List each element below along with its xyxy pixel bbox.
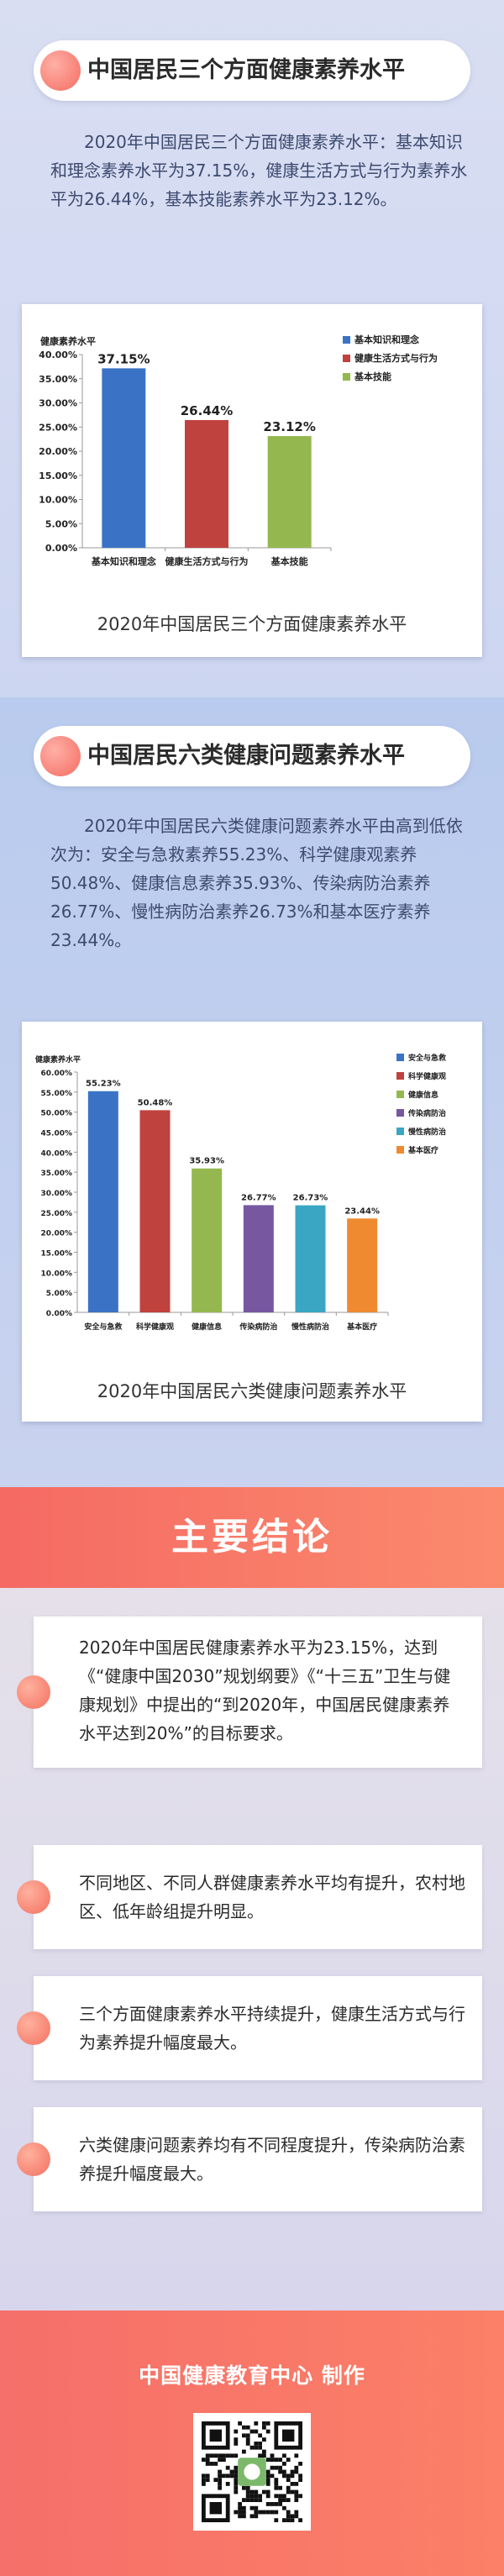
legend-label-4: 传染病防治: [407, 1108, 446, 1118]
chart1-svg: 健康素养水平 0.00% 5.00% 10.00% 15.00% 20.00% 25.00%…: [39, 334, 438, 567]
legend-swatch-1: [343, 336, 350, 344]
data-label-2: 26.44%: [181, 403, 233, 418]
legend-swatch-5: [396, 1128, 404, 1135]
y-tick-label: 40.00%: [39, 350, 77, 360]
legend-swatch-1: [396, 1054, 404, 1061]
conclusion-card-3: 三个方面健康素养水平持续提升，健康生活方式与行为素养提升幅度最大。: [17, 1976, 482, 2080]
y-tick-label: 5.00%: [46, 1290, 72, 1298]
data-label-2: 50.48%: [138, 1098, 173, 1107]
y-tick-label: 20.00%: [41, 1230, 73, 1238]
y-tick-label: 10.00%: [41, 1270, 73, 1278]
chart1-caption: 2020年中国居民三个方面健康素养水平: [97, 614, 407, 634]
conclusion-card-2: 不同地区、不同人群健康素养水平均有提升，农村地区、低年龄组提升明显。: [17, 1845, 482, 1949]
bar-6: [347, 1218, 378, 1312]
y-tick-label: 15.00%: [41, 1250, 73, 1259]
qr-code-icon: [193, 2413, 311, 2531]
legend-label-6: 基本医疗: [407, 1145, 438, 1155]
bullet-dot-icon: [17, 1675, 50, 1709]
conclusion-card-1: 2020年中国居民健康素养水平为23.15%，达到《“健康中国2030”规划纲要…: [17, 1617, 482, 1768]
data-label-4: 26.77%: [241, 1193, 276, 1202]
bullet-dot-icon: [40, 736, 81, 776]
y-axis-label: 健康素养水平: [35, 1054, 81, 1065]
y-tick-label: 30.00%: [41, 1190, 73, 1198]
bar-3: [267, 436, 312, 548]
legend-label-1: 安全与急救: [408, 1053, 447, 1063]
chart2-card: 健康素养水平 0.00% 5.00% 10.00% 15.00% 20.00% 25.00%…: [22, 1022, 482, 1422]
x-tick-label: 传染病防治: [239, 1322, 277, 1332]
conclusion-card-4: 六类健康问题素养均有不同程度提升，传染病防治素养提升幅度最大。: [17, 2107, 482, 2211]
x-tick-label: 安全与急救: [84, 1322, 123, 1332]
x-tick-label: 健康生活方式与行为: [165, 555, 249, 567]
bar-5: [295, 1205, 326, 1312]
y-tick-label: 45.00%: [41, 1130, 73, 1138]
y-tick-label: 60.00%: [41, 1070, 73, 1078]
legend-label-2: 健康生活方式与行为: [354, 352, 438, 364]
x-tick-label: 基本知识和理念: [91, 555, 157, 567]
conclusion-text-3: 三个方面健康素养水平持续提升，健康生活方式与行为素养提升幅度最大。: [79, 2004, 465, 2053]
data-label-6: 23.44%: [344, 1207, 380, 1216]
y-tick-label: 25.00%: [39, 422, 77, 433]
data-label-3: 35.93%: [189, 1157, 224, 1166]
conclusion-text-4: 六类健康问题素养均有不同程度提升，传染病防治素养提升幅度最大。: [79, 2135, 465, 2184]
legend-swatch-4: [396, 1109, 404, 1117]
y-tick-label: 35.00%: [41, 1170, 73, 1178]
bullet-dot-icon: [40, 50, 81, 91]
y-tick-label: 5.00%: [45, 518, 77, 529]
legend-label-1: 基本知识和理念: [354, 334, 420, 345]
legend-swatch-3: [343, 373, 350, 381]
data-label-5: 26.73%: [293, 1194, 328, 1203]
x-tick-label: 健康信息: [192, 1322, 222, 1332]
bullet-dot-icon: [17, 2142, 50, 2176]
chart2-caption: 2020年中国居民六类健康问题素养水平: [97, 1381, 407, 1401]
y-tick-label: 10.00%: [39, 495, 77, 506]
legend-swatch-2: [396, 1072, 404, 1080]
data-label-1: 37.15%: [97, 351, 150, 366]
x-tick-label: 慢性病防治: [291, 1322, 329, 1332]
legend-label-5: 慢性病防治: [408, 1127, 446, 1137]
section1-header: 中国居民三个方面健康素养水平: [34, 40, 470, 101]
x-tick-label: 基本技能: [270, 555, 308, 567]
x-tick-label: 科学健康观: [136, 1322, 174, 1332]
y-axis-label: 健康素养水平: [40, 335, 96, 347]
conclusions-title: 主要结论: [171, 1516, 333, 1559]
y-tick-label: 55.00%: [41, 1090, 73, 1098]
y-tick-label: 0.00%: [46, 1310, 72, 1318]
y-tick-label: 30.00%: [39, 398, 77, 409]
data-label-1: 55.23%: [86, 1080, 121, 1089]
bullet-dot-icon: [17, 2011, 50, 2045]
y-tick-label: 35.00%: [39, 374, 77, 385]
y-tick-label: 0.00%: [45, 543, 77, 554]
conclusion-text-1: 2020年中国居民健康素养水平为23.15%，达到《“健康中国2030”规划纲要…: [79, 1638, 451, 1743]
conclusions-banner: 主要结论: [0, 1487, 504, 1588]
data-label-3: 23.12%: [263, 419, 315, 434]
section1-paragraph: 2020年中国居民三个方面健康素养水平：基本知识和理念素养水平为37.15%，健…: [50, 132, 468, 209]
y-tick-label: 25.00%: [41, 1210, 73, 1218]
bar-2: [139, 1110, 171, 1312]
x-tick-label: 基本医疗: [346, 1322, 377, 1332]
legend-label-3: 基本技能: [354, 371, 391, 382]
y-tick-label: 20.00%: [39, 446, 77, 457]
section2-header: 中国居民六类健康问题素养水平: [34, 726, 470, 786]
section1-title: 中国居民三个方面健康素养水平: [87, 57, 405, 83]
chart1-card: 健康素养水平 0.00% 5.00% 10.00% 15.00% 20.00% 25.00%…: [22, 304, 482, 657]
bar-1: [87, 1091, 118, 1312]
bar-4: [243, 1205, 274, 1312]
legend-swatch-6: [396, 1146, 404, 1154]
legend-swatch-3: [396, 1091, 404, 1098]
y-tick-label: 15.00%: [39, 471, 77, 481]
y-tick-label: 40.00%: [41, 1149, 73, 1158]
legend-swatch-2: [343, 355, 350, 362]
section2-title: 中国居民六类健康问题素养水平: [87, 743, 405, 769]
legend-label-3: 健康信息: [408, 1090, 438, 1100]
legend-label-2: 科学健康观: [408, 1071, 446, 1081]
bar-2: [185, 419, 228, 548]
bar-1: [102, 368, 146, 548]
y-tick-label: 50.00%: [41, 1110, 73, 1118]
bullet-dot-icon: [17, 1880, 50, 1914]
footer-producer: 中国健康教育中心 制作: [139, 2363, 365, 2388]
bar-3: [192, 1168, 223, 1312]
conclusion-text-2: 不同地区、不同人群健康素养水平均有提升，农村地区、低年龄组提升明显。: [79, 1873, 465, 1921]
chart2-svg: 健康素养水平 0.00% 5.00% 10.00% 15.00% 20.00% 25.00%…: [35, 1053, 447, 1332]
section2-paragraph: 2020年中国居民六类健康问题素养水平由高到低依次为：安全与急救素养55.23%…: [50, 816, 463, 950]
